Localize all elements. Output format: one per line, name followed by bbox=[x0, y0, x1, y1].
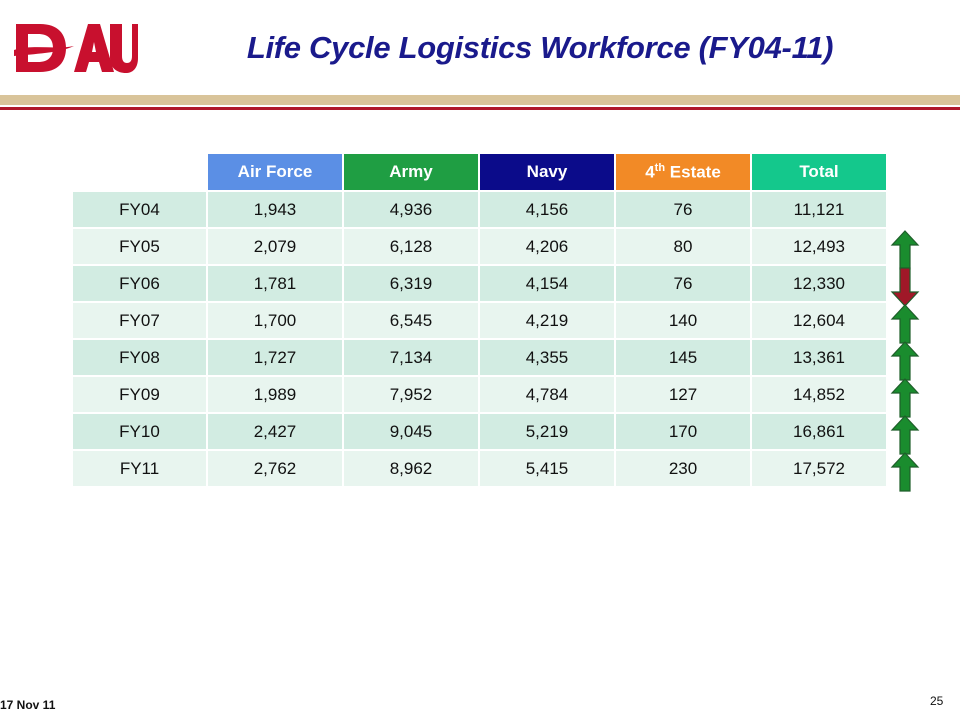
header-4th-estate: 4th Estate bbox=[614, 152, 752, 192]
army-cell: 7,134 bbox=[342, 338, 480, 377]
page-number: 25 bbox=[930, 694, 944, 708]
fy-cell: FY11 bbox=[71, 449, 208, 488]
arrow-up-icon bbox=[890, 229, 920, 270]
air-force-cell: 1,700 bbox=[206, 301, 344, 340]
footer-date: 17 Nov 11 bbox=[0, 698, 56, 712]
estate-cell: 170 bbox=[614, 412, 752, 451]
air-force-cell: 2,762 bbox=[206, 449, 344, 488]
navy-cell: 4,156 bbox=[478, 190, 616, 229]
header-total: Total bbox=[750, 152, 888, 192]
table-row: FY11 2,762 8,962 5,415 230 17,572 bbox=[71, 449, 888, 488]
total-cell: 11,121 bbox=[750, 190, 888, 229]
arrow-up-icon bbox=[890, 377, 920, 418]
army-cell: 4,936 bbox=[342, 190, 480, 229]
navy-cell: 4,206 bbox=[478, 227, 616, 266]
navy-cell: 4,355 bbox=[478, 338, 616, 377]
estate-cell: 140 bbox=[614, 301, 752, 340]
table-header-row: Air Force Army Navy 4th Estate Total bbox=[71, 152, 888, 192]
table-row: FY07 1,700 6,545 4,219 140 12,604 bbox=[71, 301, 888, 340]
fy-cell: FY07 bbox=[71, 301, 208, 340]
navy-cell: 5,415 bbox=[478, 449, 616, 488]
header-army: Army bbox=[342, 152, 480, 192]
page-title: Life Cycle Logistics Workforce (FY04-11) bbox=[246, 30, 834, 65]
fy-cell: FY04 bbox=[71, 190, 208, 229]
trend-arrows bbox=[890, 0, 920, 720]
estate-cell: 127 bbox=[614, 375, 752, 414]
navy-cell: 5,219 bbox=[478, 412, 616, 451]
army-cell: 6,319 bbox=[342, 264, 480, 303]
air-force-cell: 2,427 bbox=[206, 412, 344, 451]
army-cell: 8,962 bbox=[342, 449, 480, 488]
table-row: FY10 2,427 9,045 5,219 170 16,861 bbox=[71, 412, 888, 451]
header-navy: Navy bbox=[478, 152, 616, 192]
air-force-cell: 1,727 bbox=[206, 338, 344, 377]
total-cell: 13,361 bbox=[750, 338, 888, 377]
table-row: FY09 1,989 7,952 4,784 127 14,852 bbox=[71, 375, 888, 414]
navy-cell: 4,154 bbox=[478, 264, 616, 303]
workforce-table: Air Force Army Navy 4th Estate Total FY0… bbox=[71, 152, 888, 488]
fy-cell: FY10 bbox=[71, 412, 208, 451]
fy-cell: FY08 bbox=[71, 338, 208, 377]
header-divider-tan bbox=[0, 95, 960, 105]
header-divider-red bbox=[0, 107, 960, 110]
arrow-up-icon bbox=[890, 303, 920, 344]
arrow-up-icon bbox=[890, 340, 920, 381]
estate-cell: 145 bbox=[614, 338, 752, 377]
table-row: FY06 1,781 6,319 4,154 76 12,330 bbox=[71, 264, 888, 303]
army-cell: 6,545 bbox=[342, 301, 480, 340]
header-4th-estate-suffix: Estate bbox=[665, 162, 721, 182]
estate-cell: 76 bbox=[614, 190, 752, 229]
air-force-cell: 1,989 bbox=[206, 375, 344, 414]
total-cell: 12,604 bbox=[750, 301, 888, 340]
table-row: FY08 1,727 7,134 4,355 145 13,361 bbox=[71, 338, 888, 377]
table-row: FY05 2,079 6,128 4,206 80 12,493 bbox=[71, 227, 888, 266]
total-cell: 12,493 bbox=[750, 227, 888, 266]
army-cell: 6,128 bbox=[342, 227, 480, 266]
air-force-cell: 1,781 bbox=[206, 264, 344, 303]
arrow-up-icon bbox=[890, 451, 920, 492]
dau-logo bbox=[14, 24, 138, 73]
header-4th-estate-sup: th bbox=[654, 161, 666, 174]
army-cell: 7,952 bbox=[342, 375, 480, 414]
air-force-cell: 1,943 bbox=[206, 190, 344, 229]
total-cell: 12,330 bbox=[750, 264, 888, 303]
fy-cell: FY09 bbox=[71, 375, 208, 414]
navy-cell: 4,784 bbox=[478, 375, 616, 414]
army-cell: 9,045 bbox=[342, 412, 480, 451]
fy-cell: FY05 bbox=[71, 227, 208, 266]
air-force-cell: 2,079 bbox=[206, 227, 344, 266]
header-4th-estate-prefix: 4 bbox=[645, 162, 655, 182]
estate-cell: 76 bbox=[614, 264, 752, 303]
total-cell: 17,572 bbox=[750, 449, 888, 488]
header-empty-cell bbox=[71, 152, 208, 192]
total-cell: 16,861 bbox=[750, 412, 888, 451]
header-air-force: Air Force bbox=[206, 152, 344, 192]
estate-cell: 230 bbox=[614, 449, 752, 488]
estate-cell: 80 bbox=[614, 227, 752, 266]
arrow-down-icon bbox=[890, 266, 920, 307]
fy-cell: FY06 bbox=[71, 264, 208, 303]
table-row: FY04 1,943 4,936 4,156 76 11,121 bbox=[71, 190, 888, 229]
total-cell: 14,852 bbox=[750, 375, 888, 414]
arrow-up-icon bbox=[890, 414, 920, 455]
navy-cell: 4,219 bbox=[478, 301, 616, 340]
